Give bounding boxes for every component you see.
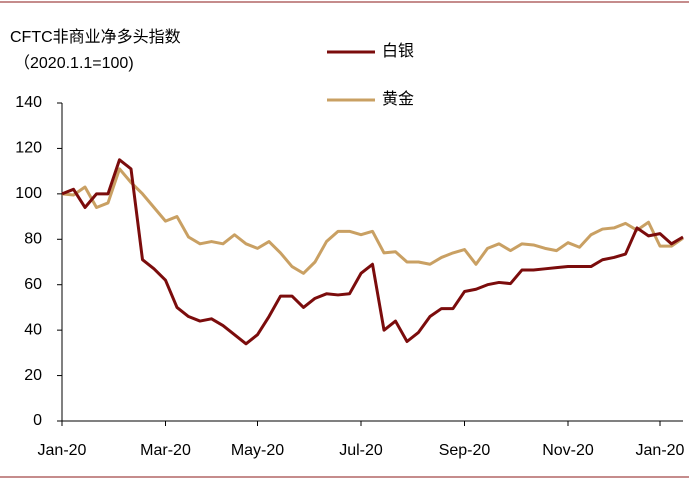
legend-label: 黄金 bbox=[382, 90, 414, 108]
y-tick-label: 120 bbox=[15, 140, 42, 157]
series-line bbox=[61, 158, 684, 346]
chart-title: CFTC非商业净多头指数 bbox=[10, 28, 181, 46]
y-tick-label: 80 bbox=[24, 231, 42, 248]
series-line bbox=[61, 167, 684, 275]
legend-label: 白银 bbox=[382, 42, 414, 60]
x-tick-label: Jan-20 bbox=[38, 442, 87, 459]
y-tick-label: 0 bbox=[33, 412, 42, 429]
x-tick-label: Nov-20 bbox=[542, 442, 594, 459]
y-tick-label: 40 bbox=[24, 321, 42, 338]
x-tick-label: Sep-20 bbox=[439, 442, 491, 459]
y-tick-label: 60 bbox=[24, 276, 42, 293]
y-tick-label: 20 bbox=[24, 367, 42, 384]
chart-subtitle: （2020.1.1=100) bbox=[14, 54, 134, 72]
y-tick-label: 100 bbox=[15, 185, 42, 202]
x-tick-label: Mar-20 bbox=[140, 442, 191, 459]
x-tick-label: Jan-20 bbox=[636, 442, 685, 459]
x-tick-label: May-20 bbox=[231, 442, 284, 459]
y-tick-label: 140 bbox=[15, 94, 42, 111]
x-tick-label: Jul-20 bbox=[339, 442, 383, 459]
